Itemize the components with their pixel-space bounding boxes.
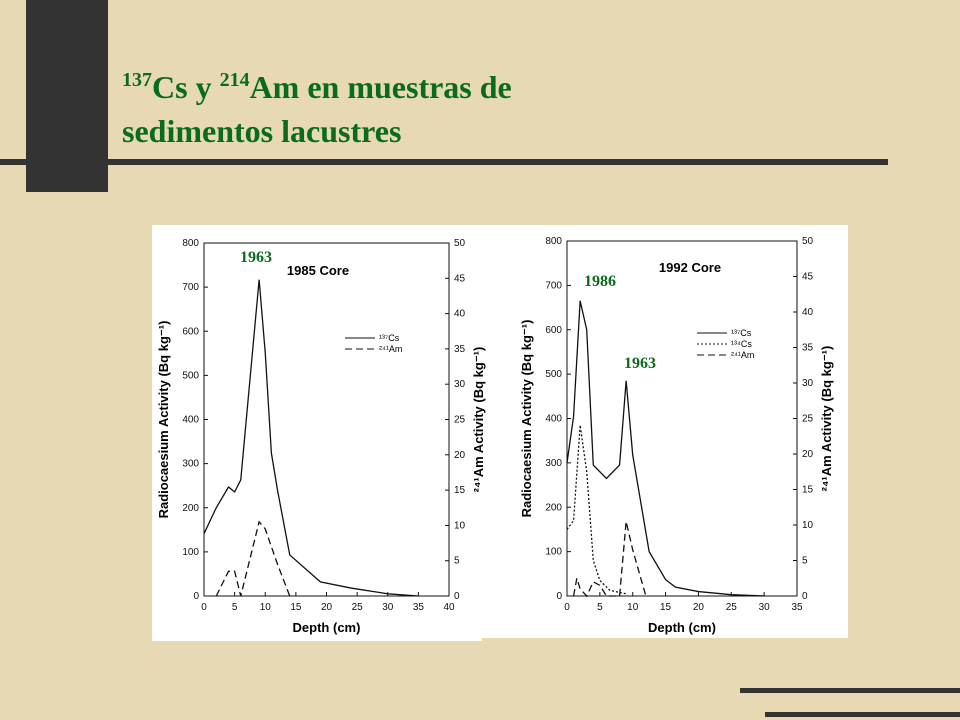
y-axis-label: Radiocaesium Activity (Bq kg⁻¹) xyxy=(156,321,171,519)
y2-tick-label: 0 xyxy=(454,591,460,602)
legend-label: ²⁴¹Am xyxy=(379,344,402,354)
x-tick-label: 35 xyxy=(413,602,425,613)
y2-tick-label: 50 xyxy=(802,236,814,247)
series-line xyxy=(566,300,765,597)
slide-title-line2: sedimentos lacustres xyxy=(122,113,401,149)
x-tick-label: 25 xyxy=(352,602,364,613)
y2-tick-label: 30 xyxy=(454,379,466,390)
x-axis-label: Depth (cm) xyxy=(293,620,361,635)
y-tick-label: 400 xyxy=(545,414,562,425)
figure-panel xyxy=(480,225,848,638)
y-tick-label: 700 xyxy=(182,282,199,293)
y2-tick-label: 35 xyxy=(802,343,814,354)
x-tick-label: 0 xyxy=(564,602,570,613)
series-line xyxy=(566,425,627,595)
y2-tick-label: 20 xyxy=(454,450,466,461)
y-tick-label: 600 xyxy=(182,326,199,337)
y-tick-label: 500 xyxy=(182,370,199,381)
legend-label: ²⁴¹Am xyxy=(731,350,754,360)
y2-tick-label: 15 xyxy=(802,485,814,496)
x-tick-label: 30 xyxy=(382,602,394,613)
x-tick-label: 10 xyxy=(260,602,272,613)
title-text: Cs y xyxy=(152,69,220,105)
y-tick-label: 700 xyxy=(545,280,562,291)
sup: 137 xyxy=(122,69,152,91)
y2-tick-label: 50 xyxy=(454,238,466,249)
y2-axis-label: ²⁴¹Am Activity (Bq kg⁻¹) xyxy=(819,346,834,492)
y-tick-label: 800 xyxy=(545,236,562,247)
x-tick-label: 5 xyxy=(597,602,603,613)
y2-tick-label: 10 xyxy=(802,520,814,531)
y2-tick-label: 5 xyxy=(802,556,808,567)
y2-tick-label: 40 xyxy=(454,309,466,320)
y-tick-label: 200 xyxy=(182,503,199,514)
annotation: 1986 xyxy=(584,273,616,290)
y2-tick-label: 40 xyxy=(802,307,814,318)
legend-label: ¹³⁷Cs xyxy=(731,328,752,338)
y-tick-label: 500 xyxy=(545,369,562,380)
chart-title: 1985 Core xyxy=(287,263,349,278)
legend-label: ¹³⁷Cs xyxy=(379,333,400,343)
x-tick-label: 30 xyxy=(759,602,771,613)
y2-tick-label: 25 xyxy=(802,414,814,425)
x-tick-label: 40 xyxy=(443,602,455,613)
y2-tick-label: 45 xyxy=(454,273,466,284)
x-axis-label: Depth (cm) xyxy=(648,620,716,635)
y2-tick-label: 15 xyxy=(454,485,466,496)
y2-tick-label: 35 xyxy=(454,344,466,355)
annotation: 1963 xyxy=(240,249,272,266)
title-text: Am en muestras de xyxy=(250,69,512,105)
y-tick-label: 0 xyxy=(193,591,199,602)
y-tick-label: 400 xyxy=(182,415,199,426)
rule xyxy=(0,159,888,165)
series-line xyxy=(572,521,647,598)
x-tick-label: 15 xyxy=(290,602,302,613)
y2-tick-label: 45 xyxy=(802,272,814,283)
y2-axis-label: ²⁴¹Am Activity (Bq kg⁻¹) xyxy=(471,347,486,493)
rule xyxy=(765,712,960,717)
y-tick-label: 300 xyxy=(545,458,562,469)
rule xyxy=(740,688,960,693)
sup: 214 xyxy=(220,69,250,91)
x-tick-label: 35 xyxy=(791,602,803,613)
y2-tick-label: 10 xyxy=(454,520,466,531)
chart-title: 1992 Core xyxy=(659,260,721,275)
annotation: 1963 xyxy=(624,355,656,372)
y2-tick-label: 20 xyxy=(802,449,814,460)
x-tick-label: 0 xyxy=(201,602,207,613)
y-axis-label: Radiocaesium Activity (Bq kg⁻¹) xyxy=(519,320,534,518)
x-tick-label: 5 xyxy=(232,602,238,613)
y-tick-label: 200 xyxy=(545,502,562,513)
y-tick-label: 800 xyxy=(182,238,199,249)
x-tick-label: 15 xyxy=(660,602,672,613)
y2-tick-label: 25 xyxy=(454,415,466,426)
x-tick-label: 10 xyxy=(627,602,639,613)
y-tick-label: 300 xyxy=(182,459,199,470)
y-tick-label: 100 xyxy=(182,547,199,558)
y-tick-label: 100 xyxy=(545,547,562,558)
series-line xyxy=(215,520,291,597)
y-tick-label: 0 xyxy=(556,591,562,602)
x-tick-label: 20 xyxy=(693,602,705,613)
legend-label: ¹³⁴Cs xyxy=(731,339,752,349)
y-tick-label: 600 xyxy=(545,325,562,336)
slide-title: 137Cs y 214Am en muestras de xyxy=(122,69,512,105)
x-tick-label: 25 xyxy=(726,602,738,613)
y2-tick-label: 30 xyxy=(802,378,814,389)
figure-panel xyxy=(152,225,482,641)
series-line xyxy=(203,279,419,597)
x-tick-label: 20 xyxy=(321,602,333,613)
y2-tick-label: 0 xyxy=(802,591,808,602)
y2-tick-label: 5 xyxy=(454,556,460,567)
